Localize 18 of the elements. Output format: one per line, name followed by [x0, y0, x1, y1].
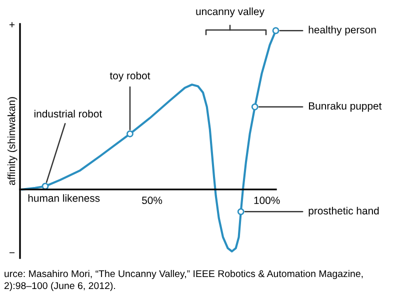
annotation: healthy person — [308, 26, 376, 36]
text: urce: Masahiro Mori, “The Uncanny Valley,” IEEE Robotics & Automation Magazine, — [4, 270, 363, 280]
x-axis-title: human likeness — [28, 194, 100, 202]
point — [126, 130, 134, 138]
annotation: industrial robot — [34, 110, 102, 118]
point — [251, 103, 258, 110]
text: 2):98–100 (June 6, 2012). — [4, 282, 115, 292]
point — [272, 27, 280, 34]
annotation: prosthetic hand — [308, 206, 379, 217]
text: − — [9, 252, 15, 254]
y-axis-title: affinity (shinwakan) — [8, 97, 18, 186]
text: uncanny valley — [196, 8, 264, 18]
point — [237, 208, 244, 216]
text: + — [9, 22, 15, 28]
annotation: toy robot — [110, 72, 150, 82]
annotation: Bunraku puppet — [309, 102, 382, 112]
x-tick-label: 50% — [142, 196, 162, 204]
x-tick-label: 100% — [254, 196, 280, 204]
